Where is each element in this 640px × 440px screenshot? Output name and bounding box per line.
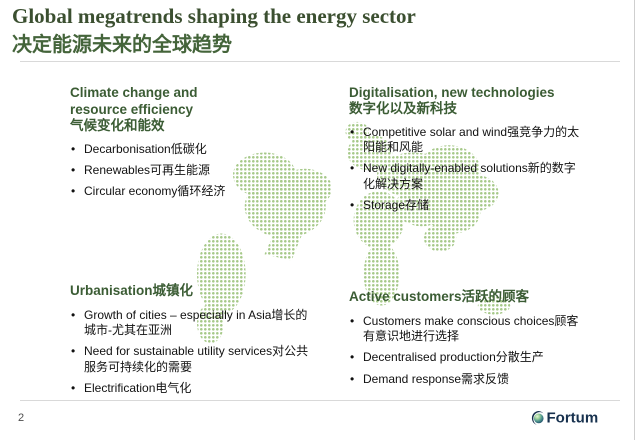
svg-text:Fortum: Fortum	[547, 410, 599, 427]
